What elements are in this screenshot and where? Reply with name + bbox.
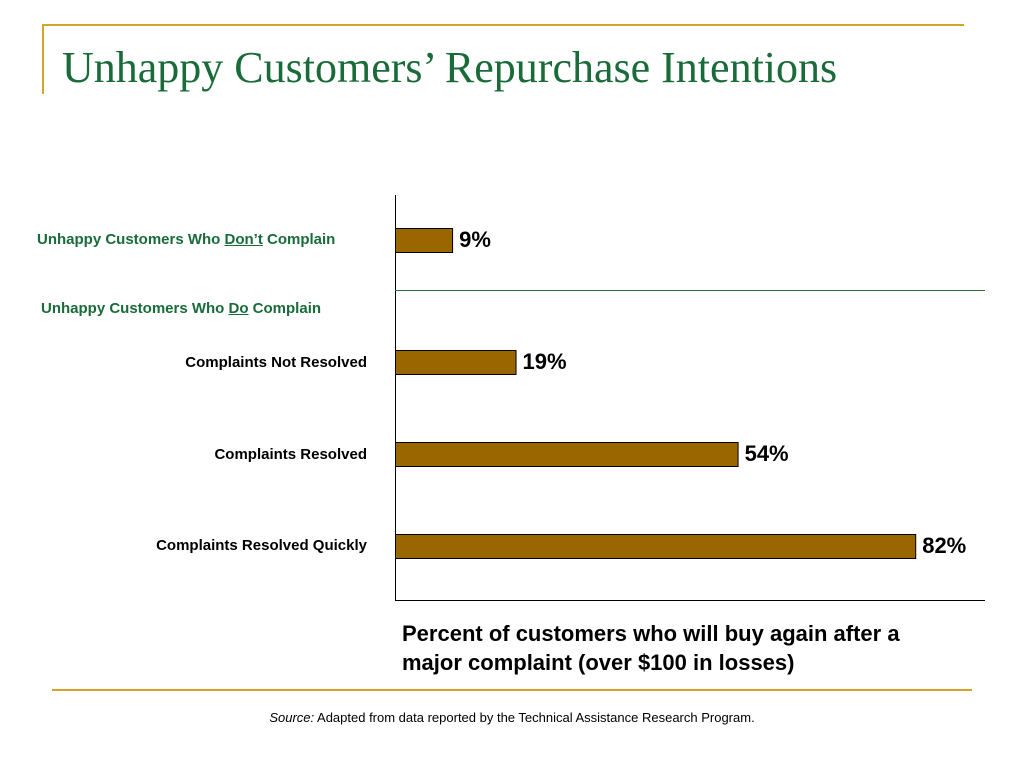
category-label-complaints-resolved-quickly: Complaints Resolved Quickly bbox=[156, 537, 367, 554]
group-label-do-complain: Unhappy Customers Who Do Complain bbox=[41, 299, 321, 319]
group-label-emphasis: Don’t bbox=[224, 231, 263, 248]
value-label-complaints-resolved-quickly: 82% bbox=[922, 533, 967, 558]
x-axis-label: Percent of customers who will buy again … bbox=[402, 621, 900, 675]
category-label-complaints-not-resolved: Complaints Not Resolved bbox=[185, 354, 367, 371]
source-label: Source: bbox=[269, 710, 315, 725]
bar-dont-complain bbox=[395, 228, 454, 253]
group-label-emphasis: Do bbox=[228, 300, 249, 317]
value-label-complaints-not-resolved: 19% bbox=[522, 349, 567, 374]
group-label-dont-complain: Unhappy Customers Who Don’t Complain bbox=[37, 230, 335, 250]
group-label-suffix: Complain bbox=[248, 300, 322, 317]
source-text: Adapted from data reported by the Techni… bbox=[314, 710, 755, 725]
title-accent-top-rule bbox=[42, 24, 964, 26]
value-label-complaints-resolved: 54% bbox=[744, 441, 789, 466]
source-note: Source: Adapted from data reported by th… bbox=[0, 710, 1024, 725]
bars-group bbox=[395, 228, 917, 559]
group-label-prefix: Unhappy Customers Who bbox=[37, 231, 225, 248]
bar-complaints-resolved bbox=[395, 442, 739, 467]
title-accent-left-rule bbox=[42, 24, 44, 94]
slide-title: Unhappy Customers’ Repurchase Intentions bbox=[62, 43, 838, 92]
value-label-dont-complain: 9% bbox=[459, 227, 491, 252]
bar-complaints-not-resolved bbox=[395, 350, 517, 375]
bar-complaints-resolved-quickly bbox=[395, 534, 917, 559]
category-label-complaints-resolved: Complaints Resolved bbox=[214, 446, 367, 463]
group-label-prefix: Unhappy Customers Who bbox=[41, 300, 229, 317]
group-label-suffix: Complain bbox=[262, 231, 336, 248]
footer-rule bbox=[52, 689, 972, 691]
